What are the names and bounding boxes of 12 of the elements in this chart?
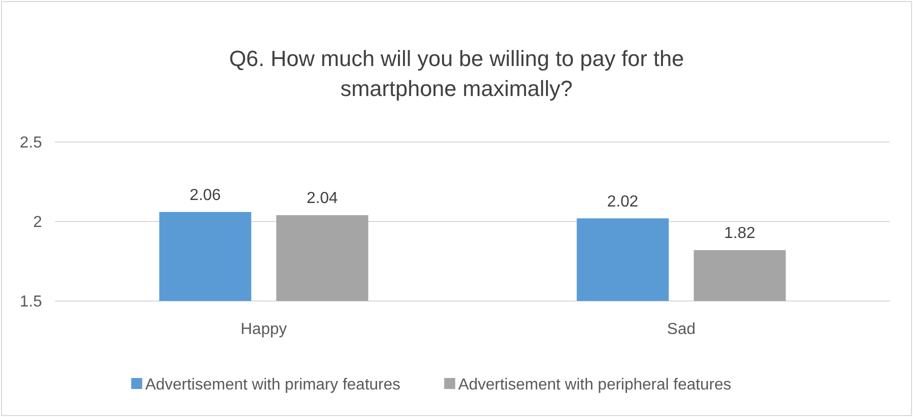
y-tick-label: 2: [33, 214, 42, 232]
y-tick-label: 2.5: [20, 134, 42, 152]
data-label: 1.82: [724, 225, 756, 242]
legend-label: Advertisement with primary features: [145, 376, 400, 394]
x-tick-label: Sad: [667, 321, 696, 338]
data-label: 2.04: [306, 190, 338, 208]
legend-label: Advertisement with peripheral features: [458, 376, 732, 394]
data-label: 2.02: [607, 193, 638, 210]
chart-title: Q6. How much will you be willing to pay for the smartphone maximally?: [229, 46, 684, 101]
data-label: 2.06: [190, 186, 221, 204]
x-tick-label: Happy: [240, 321, 287, 338]
y-tick-label: 1.5: [20, 294, 42, 311]
